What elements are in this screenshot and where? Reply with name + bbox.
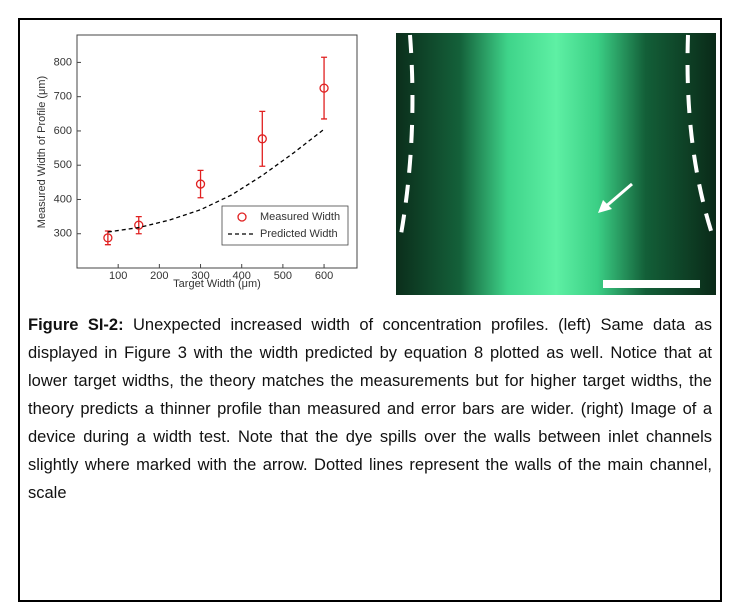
scale-bar: [603, 280, 700, 288]
error-bar: [136, 217, 142, 234]
y-tick-label: 300: [54, 228, 72, 240]
x-tick-label: 500: [274, 270, 292, 282]
x-tick-label: 200: [150, 270, 168, 282]
y-tick-label: 700: [54, 91, 72, 103]
legend-label: Predicted Width: [260, 228, 338, 240]
fluorescence-image: [396, 33, 716, 295]
device-image: [396, 33, 716, 295]
y-tick-label: 800: [54, 56, 72, 68]
x-tick-label: 100: [109, 270, 127, 282]
x-tick-label: 400: [233, 270, 251, 282]
legend-label: Measured Width: [260, 211, 340, 223]
error-bar: [105, 231, 111, 245]
y-axis-label: Measured Width of Profile (μm): [36, 76, 48, 228]
y-tick-label: 600: [54, 125, 72, 137]
y-tick-label: 500: [54, 159, 72, 171]
error-bar: [259, 111, 265, 166]
y-tick-label: 400: [54, 193, 72, 205]
error-bar: [198, 170, 204, 197]
x-tick-label: 600: [315, 270, 333, 282]
caption-label: Figure SI-2:: [28, 316, 124, 334]
x-tick-label: 300: [191, 270, 209, 282]
caption-text: Unexpected increased width of concentrat…: [28, 316, 712, 502]
figure: Target Width (μm) Measured Width of Prof…: [0, 0, 738, 300]
caption: Figure SI-2: Unexpected increased width …: [28, 311, 712, 507]
page: Target Width (μm) Measured Width of Prof…: [0, 0, 738, 578]
error-bar: [321, 57, 327, 119]
